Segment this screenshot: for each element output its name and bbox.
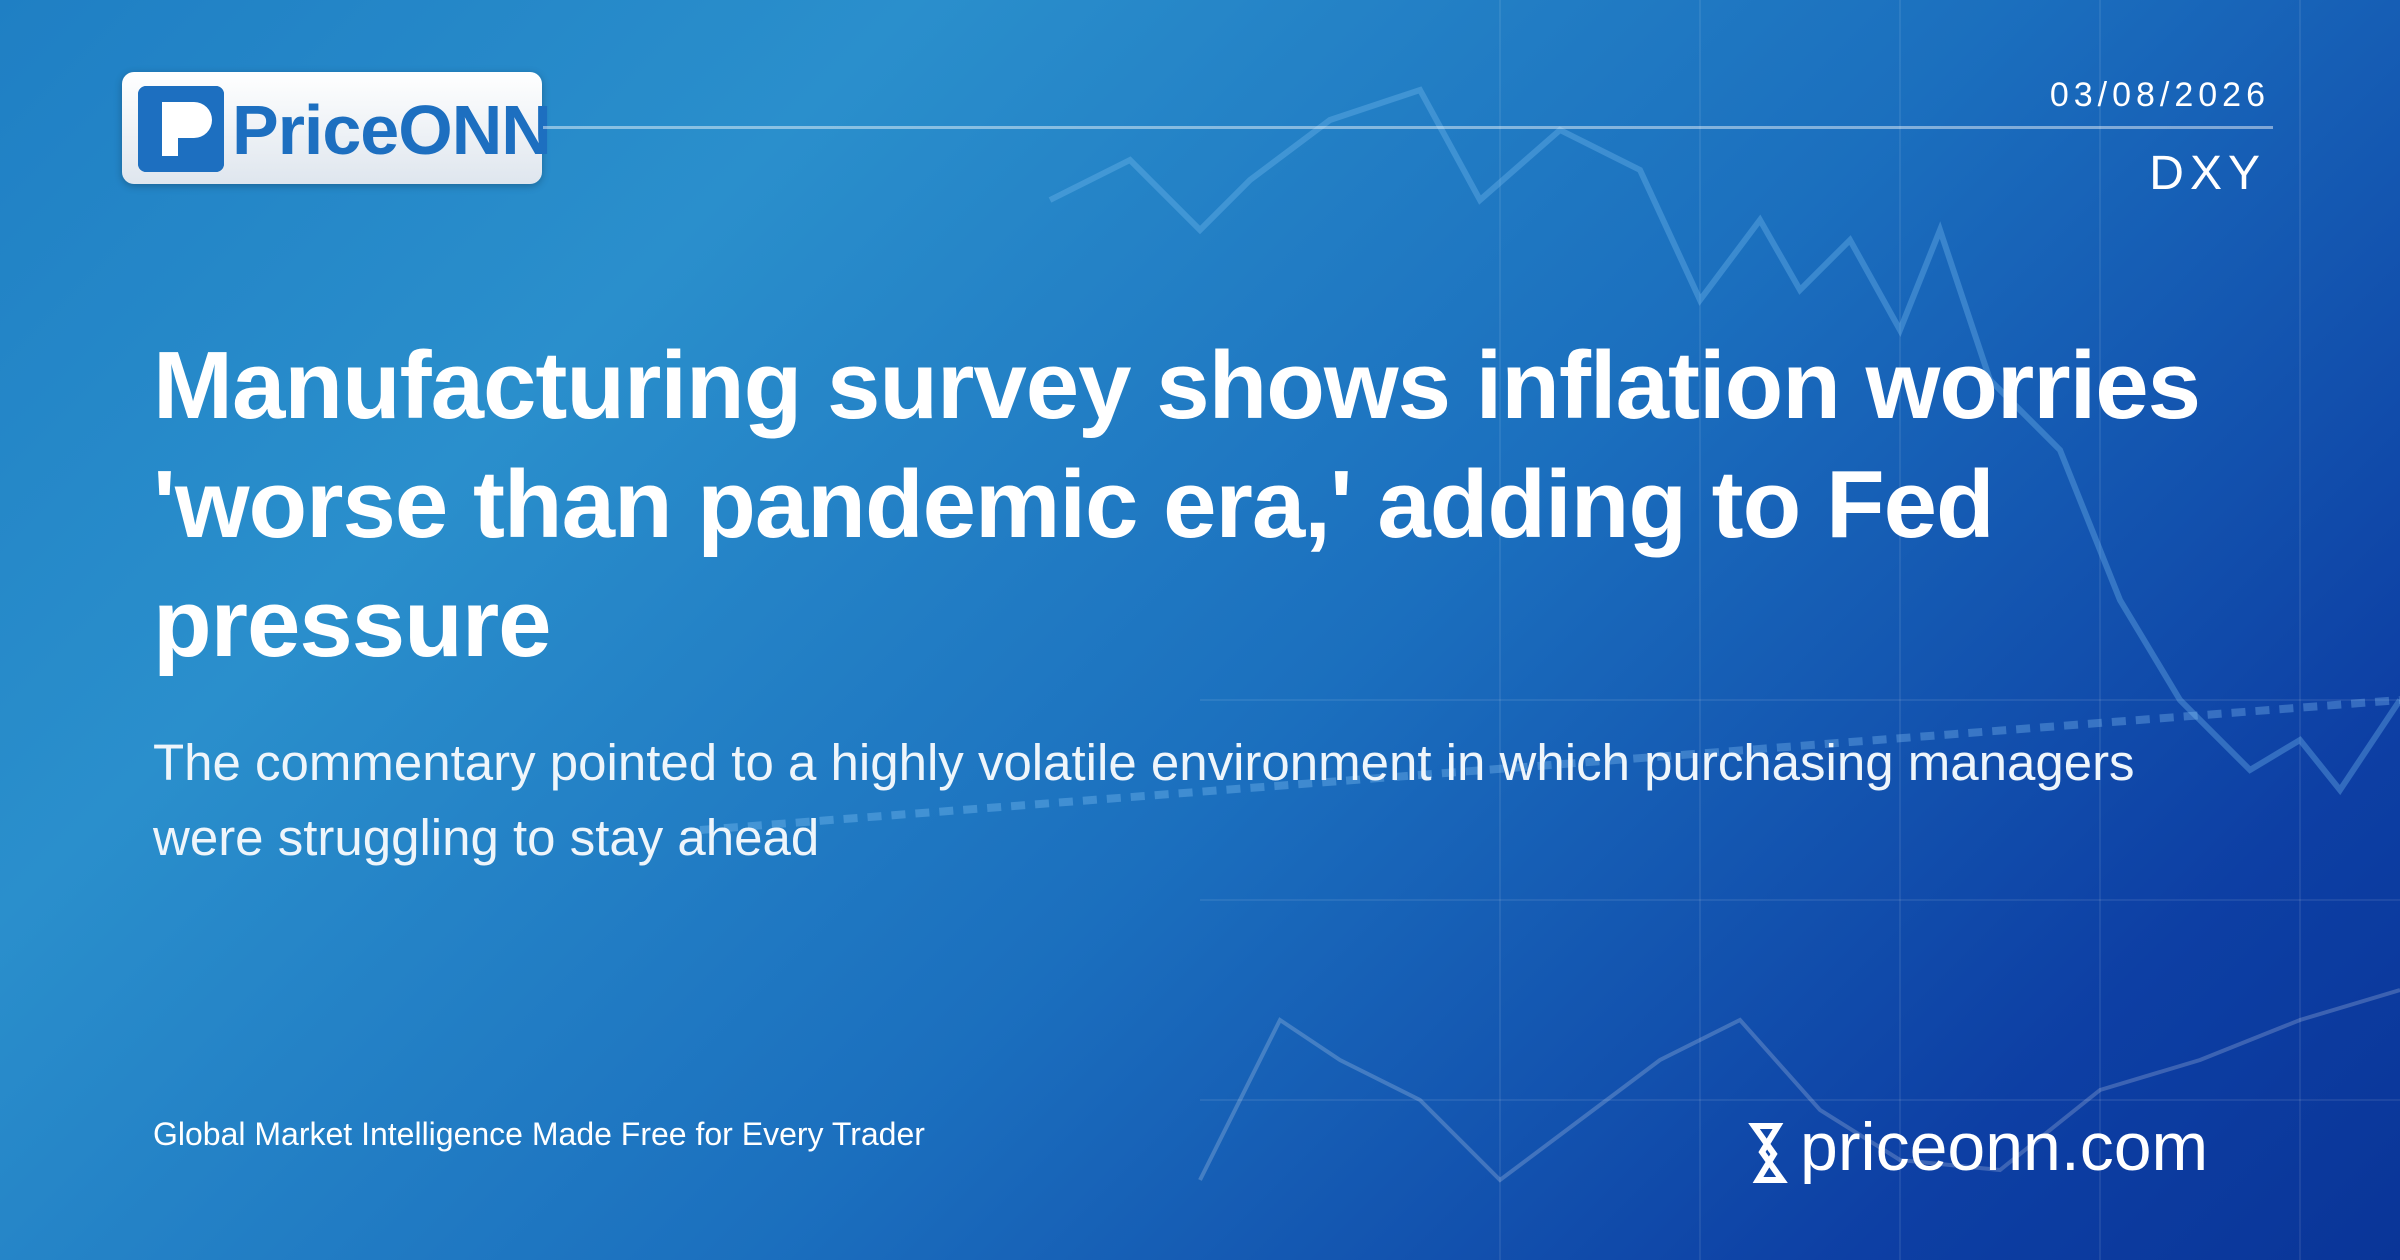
date: 03/08/2026 <box>2049 76 2270 114</box>
divider <box>543 126 2273 129</box>
logo-text: PriceONN <box>232 91 552 169</box>
domain[interactable]: priceonn.com <box>1748 1108 2209 1186</box>
domain-text: priceonn.com <box>1800 1109 2209 1185</box>
tagline: Global Market Intelligence Made Free for… <box>153 1116 925 1152</box>
ticker: DXY <box>2149 147 2266 200</box>
headline: Manufacturing survey shows inflation wor… <box>153 332 2201 677</box>
subtitle: The commentary pointed to a highly volat… <box>153 734 2135 866</box>
domain-icon <box>1748 1123 1788 1183</box>
logo-icon <box>138 86 224 172</box>
logo[interactable]: PriceONN <box>122 72 552 184</box>
